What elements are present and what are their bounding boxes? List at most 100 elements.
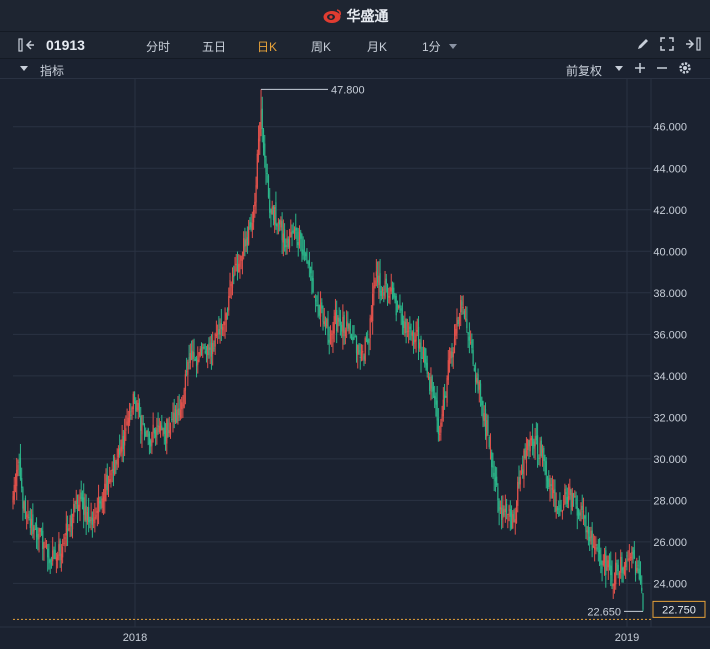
candle-body[interactable] — [122, 436, 124, 450]
candle-body[interactable] — [565, 492, 567, 495]
candle-body[interactable] — [448, 357, 451, 364]
candle-body[interactable] — [368, 338, 370, 344]
candle-body[interactable] — [214, 333, 216, 347]
candle-body[interactable] — [57, 554, 59, 561]
candle-body[interactable] — [477, 373, 479, 392]
candle-body[interactable] — [549, 479, 551, 492]
candle-body[interactable] — [460, 300, 462, 313]
candle-body[interactable] — [585, 514, 587, 533]
candle-body[interactable] — [322, 313, 324, 322]
candle-body[interactable] — [546, 476, 549, 482]
candle-body[interactable] — [461, 301, 463, 306]
candle-body[interactable] — [501, 507, 503, 520]
candle-body[interactable] — [27, 514, 29, 519]
candle-body[interactable] — [498, 500, 500, 511]
fullscreen-icon[interactable] — [660, 37, 674, 51]
candle-body[interactable] — [321, 302, 323, 309]
candle-body[interactable] — [443, 395, 446, 399]
candle-body[interactable] — [332, 331, 334, 339]
candle-body[interactable] — [409, 326, 411, 330]
candle-body[interactable] — [85, 505, 87, 523]
candle-body[interactable] — [225, 313, 227, 321]
candle-body[interactable] — [595, 543, 597, 547]
candle-body[interactable] — [204, 350, 206, 354]
candle-body[interactable] — [248, 226, 250, 245]
candle-body[interactable] — [482, 401, 484, 419]
candle-body[interactable] — [276, 223, 278, 227]
candle-body[interactable] — [277, 222, 279, 224]
candle-body[interactable] — [26, 515, 28, 517]
candle-body[interactable] — [207, 344, 209, 356]
candle-body[interactable] — [369, 318, 371, 339]
candlestick-chart[interactable]: 46.000 44.000 42.000 40.000 38.000 36.000 34.0… — [0, 79, 710, 649]
candle-body[interactable] — [496, 476, 498, 486]
candle-body[interactable] — [181, 402, 183, 410]
candle-body[interactable] — [81, 497, 84, 503]
candle-body[interactable] — [286, 237, 288, 244]
candle-body[interactable] — [389, 292, 391, 301]
candle-body[interactable] — [631, 552, 633, 561]
candle-body[interactable] — [533, 441, 535, 449]
candle-body[interactable] — [589, 536, 591, 542]
candle-body[interactable] — [559, 504, 561, 516]
candle-body[interactable] — [334, 312, 337, 321]
candle-body[interactable] — [395, 295, 397, 316]
candle-body[interactable] — [439, 433, 441, 435]
candle-body[interactable] — [627, 558, 629, 560]
candle-body[interactable] — [266, 172, 268, 174]
candle-body[interactable] — [628, 558, 630, 560]
candle-body[interactable] — [152, 424, 154, 433]
candle-body[interactable] — [128, 410, 131, 423]
candle-body[interactable] — [398, 305, 400, 309]
candle-body[interactable] — [255, 185, 257, 203]
candle-body[interactable] — [38, 528, 40, 539]
candle-body[interactable] — [523, 450, 525, 479]
timeframe-dropdown-icon[interactable] — [448, 41, 458, 51]
remove-indicator-icon[interactable] — [656, 62, 668, 74]
candle-body[interactable] — [543, 448, 545, 461]
candle-body[interactable] — [610, 565, 612, 576]
candle-body[interactable] — [215, 334, 217, 337]
candle-body[interactable] — [83, 497, 85, 515]
candle-body[interactable] — [158, 425, 160, 433]
candle-body[interactable] — [308, 259, 310, 266]
candle-body[interactable] — [105, 477, 107, 488]
candle-body[interactable] — [358, 349, 360, 353]
candle-body[interactable] — [230, 284, 232, 286]
candle-body[interactable] — [634, 561, 637, 576]
candle-body[interactable] — [641, 587, 643, 591]
candle-body[interactable] — [203, 346, 205, 349]
candle-body[interactable] — [297, 241, 299, 246]
candle-body[interactable] — [410, 330, 412, 332]
candle-body[interactable] — [44, 546, 46, 548]
candle-body[interactable] — [88, 507, 90, 523]
candle-body[interactable] — [393, 287, 395, 298]
candle-body[interactable] — [177, 409, 179, 421]
candle-body[interactable] — [357, 345, 359, 355]
candle-body[interactable] — [323, 321, 325, 325]
candle-body[interactable] — [220, 322, 222, 330]
candle-body[interactable] — [172, 411, 174, 421]
candle-body[interactable] — [479, 383, 482, 396]
candle-body[interactable] — [188, 357, 190, 361]
candle-body[interactable] — [109, 479, 111, 483]
candle-body[interactable] — [130, 414, 132, 416]
candle-body[interactable] — [80, 492, 82, 499]
timeframe-tab[interactable]: 周K — [311, 40, 332, 54]
candle-body[interactable] — [360, 351, 363, 356]
candle-body[interactable] — [478, 381, 480, 390]
candle-body[interactable] — [318, 304, 320, 316]
candle-body[interactable] — [17, 465, 19, 470]
candle-body[interactable] — [391, 291, 394, 293]
candle-body[interactable] — [632, 547, 634, 555]
candle-body[interactable] — [16, 469, 18, 487]
candle-body[interactable] — [474, 374, 477, 382]
candle-body[interactable] — [522, 469, 524, 474]
candle-body[interactable] — [21, 477, 23, 489]
candle-body[interactable] — [622, 567, 624, 574]
timeframe-tab[interactable]: 日K — [257, 40, 278, 54]
candle-body[interactable] — [620, 556, 622, 573]
candle-body[interactable] — [262, 129, 265, 148]
candle-body[interactable] — [252, 209, 255, 223]
candle-body[interactable] — [138, 403, 141, 414]
